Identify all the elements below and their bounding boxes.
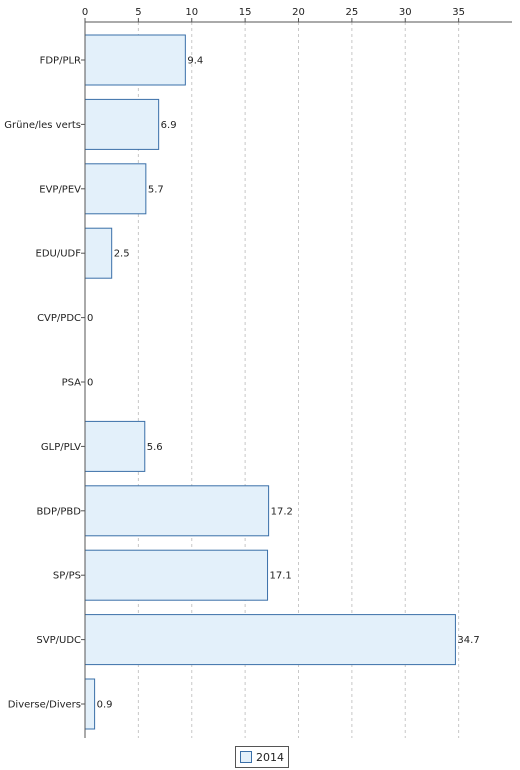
bar-sp-ps — [84, 549, 269, 601]
data-label: 17.1 — [270, 571, 292, 582]
labels: 0 5 10 15 20 25 30 35 FDP/PLR 9.4 Grüne/les verts 6… — [4, 7, 479, 711]
bar-bdp-pbd — [84, 485, 270, 537]
data-label: 0 — [87, 313, 93, 324]
category-label: Grüne/les verts — [4, 120, 81, 131]
category-label: FDP/PLR — [40, 56, 81, 67]
bar-evp-pev — [84, 163, 147, 215]
x-tick-label: 10 — [185, 7, 198, 18]
x-tick-label: 15 — [239, 7, 252, 18]
x-tick-label: 35 — [452, 7, 465, 18]
category-label: Diverse/Divers — [8, 700, 81, 711]
x-tick-label: 30 — [399, 7, 412, 18]
data-label: 0.9 — [97, 700, 113, 711]
x-tick-label: 20 — [292, 7, 305, 18]
bar-glp-plv — [84, 420, 146, 472]
axes — [81, 18, 512, 738]
category-label: EVP/PEV — [39, 184, 81, 195]
data-label: 2.5 — [114, 249, 130, 260]
category-label: CVP/PDC — [37, 313, 81, 324]
bar-fdp-plr — [84, 34, 186, 86]
x-tick-label: 25 — [346, 7, 359, 18]
bar-diverse-divers — [84, 678, 96, 730]
bars — [84, 34, 456, 730]
category-label: EDU/UDF — [36, 249, 82, 260]
data-label: 0 — [87, 378, 93, 389]
data-label: 34.7 — [457, 635, 479, 646]
data-label: 6.9 — [161, 120, 177, 131]
bar-edu-udf — [84, 227, 113, 279]
category-label: SVP/UDC — [36, 635, 81, 646]
data-label: 17.2 — [271, 506, 293, 517]
data-label: 5.7 — [148, 184, 164, 195]
category-label: SP/PS — [53, 571, 81, 582]
bar-gr-ne-les-verts — [84, 98, 160, 150]
bar-svp-udc — [84, 614, 456, 666]
category-label: PSA — [62, 378, 82, 389]
x-tick-label: 5 — [135, 7, 141, 18]
category-label: GLP/PLV — [41, 442, 81, 453]
data-label: 9.4 — [187, 56, 203, 67]
data-label: 5.6 — [147, 442, 163, 453]
legend: 2014 — [235, 746, 289, 768]
legend-swatch — [240, 751, 252, 763]
x-tick-label: 0 — [82, 7, 88, 18]
category-label: BDP/PBD — [36, 506, 81, 517]
legend-label: 2014 — [256, 750, 284, 764]
